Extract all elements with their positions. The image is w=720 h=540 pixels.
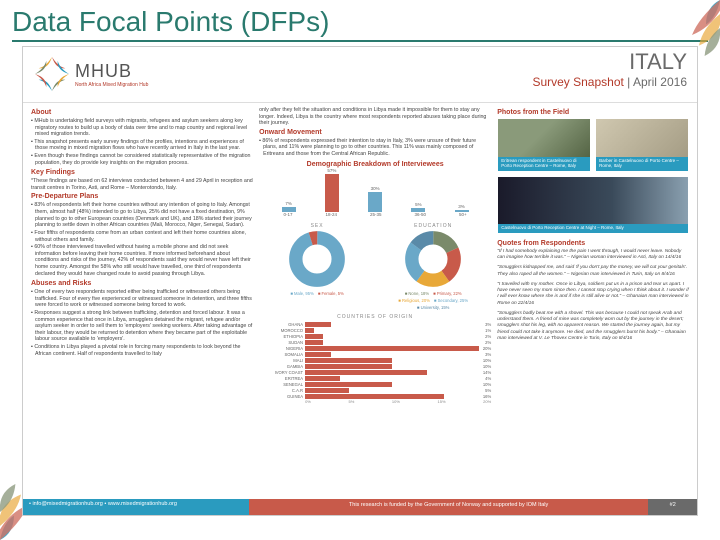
origin-row: SUDAN2% [259, 340, 491, 345]
age-bar: 7% [282, 207, 296, 212]
field-photo-1: Eritrean respondent in Castelnuovo di Po… [497, 118, 591, 172]
age-bar: 57% [325, 174, 339, 212]
donut-education: EDUCATION None, 18%Primary, 22%Religious… [393, 223, 473, 310]
title-underline [12, 40, 708, 42]
origin-row: GAMBIA10% [259, 364, 491, 369]
country-title: ITALY [532, 49, 687, 75]
footer-funding: This research is funded by the Governmen… [249, 499, 649, 515]
survey-subtitle: Survey Snapshot | April 2016 [532, 75, 687, 89]
snapshot-sheet: MHUB North Africa Mixed Migration Hub IT… [22, 46, 698, 516]
origin-row: SOMALIA3% [259, 352, 491, 357]
column-middle: only after they felt the situation and c… [259, 107, 491, 495]
respondent-quote: "If I had somebody explaining me the pai… [497, 249, 689, 261]
photo-caption-1: Eritrean respondent in Castelnuovo di Po… [498, 157, 590, 171]
donut-sex: SEX Male, 95%Female, 5% [277, 223, 357, 296]
origin-row: C.A.R5% [259, 388, 491, 393]
body-bullet: ▪ 83% of respondents left their home cou… [31, 202, 253, 228]
origin-title: COUNTRIES OF ORIGIN [259, 314, 491, 320]
respondent-quote: "Smugglers badly beat me with a shovel. … [497, 311, 689, 342]
body-bullet: ▪ 60% of those interviewed travelled wit… [31, 244, 253, 277]
section-onward: Onward Movement [259, 129, 491, 136]
onward-text: ▪ 86% of respondents expressed their int… [259, 138, 491, 158]
footer-page: #2 [648, 499, 697, 515]
section-demo: Demographic Breakdown of Interviewees [259, 161, 491, 168]
photo-caption-2: Barber in Castelnuovo di Porto Centre – … [596, 157, 688, 171]
origin-row: ETHIOPIA2% [259, 334, 491, 339]
origin-row: NIGERIA20% [259, 346, 491, 351]
logo-mark [33, 55, 71, 93]
section-quotes: Quotes from Respondents [497, 240, 689, 247]
body-bullet: ▪ Conditions in Libya played a pivotal r… [31, 344, 253, 357]
header-bar: MHUB North Africa Mixed Migration Hub IT… [23, 47, 697, 103]
respondent-quote: "I travelled with my mother. Once in Lib… [497, 282, 689, 307]
age-bar: 3% [455, 210, 469, 212]
continuation-text: only after they felt the situation and c… [259, 107, 491, 127]
section-about: About [31, 109, 253, 116]
section-photos: Photos from the Field [497, 109, 689, 116]
origin-row: GHANA3% [259, 322, 491, 327]
footer: • info@mixedmigrationhub.org • www.mixed… [23, 499, 697, 515]
content-columns: About ▪ MHub is undertaking field survey… [23, 103, 697, 499]
origin-row: MOROCCO1% [259, 328, 491, 333]
origin-row: IVORY COAST14% [259, 370, 491, 375]
key-intro: *These findings are based on 62 intervie… [31, 178, 253, 191]
section-abuse: Abuses and Risks [31, 280, 253, 287]
origin-row: GUINEA16% [259, 394, 491, 399]
footer-contact: • info@mixedmigrationhub.org • www.mixed… [23, 499, 249, 515]
respondent-quote: "Smugglers kidnapped me, and said 'if yo… [497, 265, 689, 277]
column-left: About ▪ MHub is undertaking field survey… [31, 107, 253, 495]
section-key: Key Findings [31, 169, 253, 176]
age-chart: 7%57%30%5%3% 0-1718-2425-3536-5050+ [259, 172, 491, 217]
body-bullet: ▪ This snapshot presents early survey fi… [31, 139, 253, 152]
body-bullet: ▪ Four fifths of respondents come from a… [31, 230, 253, 243]
body-bullet: ▪ One of every two respondents reported … [31, 289, 253, 309]
body-bullet: ▪ Responses suggest a strong link betwee… [31, 310, 253, 343]
age-bar: 5% [411, 208, 425, 211]
field-photo-2: Barber in Castelnuovo di Porto Centre – … [595, 118, 689, 172]
origin-row: SENEGAL10% [259, 382, 491, 387]
slide-title: Data Focal Points (DFPs) [0, 0, 720, 40]
section-pre: Pre-Departure Plans [31, 193, 253, 200]
body-bullet: ▪ MHub is undertaking field surveys with… [31, 118, 253, 138]
origin-row: ERITREA4% [259, 376, 491, 381]
logo-subtext: North Africa Mixed Migration Hub [75, 82, 148, 88]
field-photo-3: Castelnuovo di Porto Reception Centre at… [497, 176, 689, 234]
logo: MHUB North Africa Mixed Migration Hub [33, 55, 148, 93]
logo-text: MHUB [75, 61, 148, 82]
origin-chart: GHANA3%MOROCCO1%ETHIOPIA2%SUDAN2%NIGERIA… [259, 322, 491, 399]
column-right: Photos from the Field Eritrean responden… [497, 107, 689, 495]
origin-row: MALI10% [259, 358, 491, 363]
age-bar: 30% [368, 192, 382, 212]
body-bullet: ▪ Even though these findings cannot be c… [31, 153, 253, 166]
photo-caption-3: Castelnuovo di Porto Reception Centre at… [498, 224, 688, 233]
